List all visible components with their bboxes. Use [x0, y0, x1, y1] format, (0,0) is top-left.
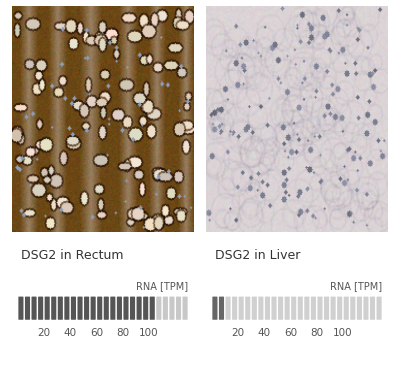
FancyBboxPatch shape [258, 297, 264, 320]
FancyBboxPatch shape [304, 297, 310, 320]
Text: 80: 80 [310, 328, 323, 338]
FancyBboxPatch shape [58, 297, 63, 320]
FancyBboxPatch shape [284, 297, 290, 320]
FancyBboxPatch shape [298, 297, 303, 320]
Text: 100: 100 [333, 328, 353, 338]
Text: DSG2 in Liver: DSG2 in Liver [215, 249, 300, 261]
FancyBboxPatch shape [212, 297, 218, 320]
FancyBboxPatch shape [239, 297, 244, 320]
FancyBboxPatch shape [117, 297, 122, 320]
Text: 40: 40 [64, 328, 77, 338]
FancyBboxPatch shape [71, 297, 76, 320]
FancyBboxPatch shape [97, 297, 102, 320]
FancyBboxPatch shape [64, 297, 70, 320]
FancyBboxPatch shape [245, 297, 250, 320]
FancyBboxPatch shape [324, 297, 329, 320]
Text: 60: 60 [284, 328, 297, 338]
FancyBboxPatch shape [344, 297, 349, 320]
FancyBboxPatch shape [176, 297, 181, 320]
FancyBboxPatch shape [136, 297, 142, 320]
FancyBboxPatch shape [337, 297, 342, 320]
FancyBboxPatch shape [163, 297, 168, 320]
Text: RNA [TPM]: RNA [TPM] [330, 281, 382, 291]
Text: 20: 20 [231, 328, 244, 338]
FancyBboxPatch shape [110, 297, 116, 320]
FancyBboxPatch shape [265, 297, 270, 320]
FancyBboxPatch shape [350, 297, 355, 320]
FancyBboxPatch shape [291, 297, 296, 320]
FancyBboxPatch shape [51, 297, 56, 320]
FancyBboxPatch shape [104, 297, 109, 320]
FancyBboxPatch shape [357, 297, 362, 320]
FancyBboxPatch shape [219, 297, 224, 320]
FancyBboxPatch shape [226, 297, 231, 320]
FancyBboxPatch shape [90, 297, 96, 320]
Text: 20: 20 [37, 328, 50, 338]
FancyBboxPatch shape [278, 297, 283, 320]
FancyBboxPatch shape [330, 297, 336, 320]
Text: 100: 100 [139, 328, 159, 338]
FancyBboxPatch shape [45, 297, 50, 320]
Text: 80: 80 [116, 328, 129, 338]
FancyBboxPatch shape [156, 297, 161, 320]
Text: 40: 40 [258, 328, 271, 338]
FancyBboxPatch shape [32, 297, 37, 320]
FancyBboxPatch shape [25, 297, 30, 320]
FancyBboxPatch shape [150, 297, 155, 320]
FancyBboxPatch shape [143, 297, 148, 320]
FancyBboxPatch shape [376, 297, 382, 320]
FancyBboxPatch shape [169, 297, 174, 320]
FancyBboxPatch shape [318, 297, 322, 320]
FancyBboxPatch shape [18, 297, 24, 320]
FancyBboxPatch shape [124, 297, 128, 320]
FancyBboxPatch shape [78, 297, 82, 320]
FancyBboxPatch shape [182, 297, 188, 320]
Text: DSG2 in Rectum: DSG2 in Rectum [21, 249, 124, 261]
FancyBboxPatch shape [38, 297, 43, 320]
FancyBboxPatch shape [252, 297, 257, 320]
Text: 60: 60 [90, 328, 103, 338]
FancyBboxPatch shape [272, 297, 276, 320]
Text: RNA [TPM]: RNA [TPM] [136, 281, 188, 291]
FancyBboxPatch shape [84, 297, 89, 320]
FancyBboxPatch shape [370, 297, 375, 320]
FancyBboxPatch shape [311, 297, 316, 320]
FancyBboxPatch shape [363, 297, 368, 320]
FancyBboxPatch shape [232, 297, 237, 320]
FancyBboxPatch shape [130, 297, 135, 320]
